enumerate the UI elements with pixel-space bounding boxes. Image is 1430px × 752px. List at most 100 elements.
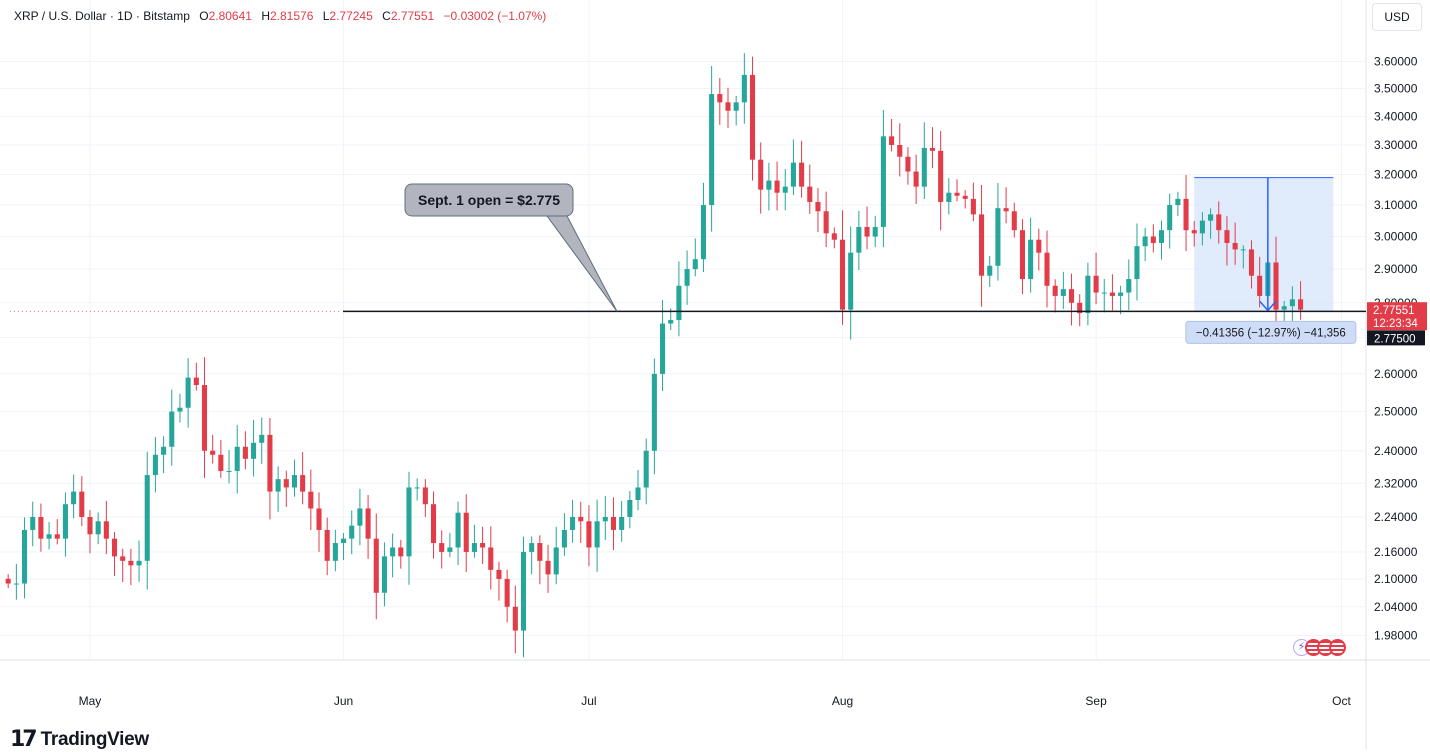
x-tick-label: May [79, 694, 102, 708]
tradingview-logo[interactable]: 17 TradingView [10, 727, 149, 752]
candle-body [602, 516, 608, 522]
tradingview-logo-icon: 17 [10, 727, 38, 752]
candle-body [1191, 230, 1197, 234]
candle-body [430, 504, 437, 544]
low-value: 2.77245 [329, 9, 373, 23]
candle-body [929, 147, 936, 151]
candle-body [422, 487, 428, 505]
symbol-name[interactable]: XRP / U.S. Dollar [14, 9, 107, 23]
candle-body [242, 446, 248, 459]
candle-body [570, 516, 576, 530]
candle-body [5, 578, 11, 584]
candle-body [1150, 236, 1156, 243]
candle-body [1273, 262, 1279, 310]
candle-body [962, 195, 968, 199]
candle-body [1289, 299, 1295, 307]
candle-body [1060, 289, 1066, 296]
candle-body [283, 479, 289, 488]
y-tick-label: 2.04000 [1374, 600, 1418, 614]
candle-body [709, 94, 715, 206]
candle-body [54, 534, 60, 539]
candle-body [676, 285, 682, 321]
candle-body [136, 560, 142, 566]
low-label: L [322, 9, 330, 23]
high-value: 2.81576 [269, 9, 314, 23]
candle-body [839, 239, 846, 310]
close-label: C [382, 9, 391, 23]
candle-body [741, 74, 747, 103]
candle-body [700, 205, 706, 260]
candle-body [234, 446, 240, 471]
candle-body [1216, 214, 1222, 231]
candle-body [177, 407, 183, 412]
candle-body [308, 491, 314, 509]
candle-body [512, 606, 518, 631]
candle-body [480, 543, 486, 548]
us-flag-icon[interactable] [1329, 639, 1346, 656]
candle-body [463, 512, 469, 552]
candle-body [316, 508, 322, 530]
candle-body [938, 150, 944, 202]
candle-body [1134, 246, 1140, 280]
candle-body [1298, 299, 1304, 310]
candle-body [717, 94, 723, 103]
candle-body [365, 508, 371, 539]
candle-body [897, 145, 903, 157]
y-tick-label: 3.50000 [1374, 82, 1418, 96]
y-tick-label: 2.40000 [1374, 444, 1418, 458]
high-label: H [261, 9, 270, 23]
candle-body [553, 547, 559, 575]
candle-body [218, 454, 224, 471]
candle-body [880, 136, 886, 227]
y-tick-label: 2.50000 [1374, 405, 1418, 419]
candle-body [668, 320, 674, 324]
candle-body [1011, 211, 1017, 231]
candle-body [193, 377, 199, 386]
candle-body [913, 171, 919, 187]
candle-countdown: 12:23:34 [1373, 318, 1418, 330]
candle-body [643, 450, 649, 488]
candle-body [71, 491, 77, 505]
candle-body [300, 475, 306, 492]
candle-body [169, 411, 175, 447]
x-tick-label: Aug [832, 694, 853, 708]
candle-body [1044, 252, 1050, 286]
candle-body [95, 521, 101, 535]
candle-body [439, 543, 445, 552]
candle-body [1052, 285, 1058, 296]
candle-body [1068, 289, 1075, 303]
y-tick-label: 2.60000 [1374, 367, 1418, 381]
candle-body [414, 487, 420, 489]
candle-body [537, 543, 543, 561]
candle-body [864, 226, 870, 237]
candle-body [1240, 249, 1246, 251]
candle-body [905, 156, 911, 172]
candle-body [471, 543, 477, 552]
candle-body [488, 547, 494, 570]
candle-body [831, 233, 837, 240]
y-tick-label: 3.30000 [1374, 138, 1418, 152]
currency-button[interactable]: USD [1372, 3, 1422, 31]
measure-label-box [1185, 320, 1357, 344]
candle-body [1183, 198, 1189, 231]
candle-body [561, 529, 567, 548]
candle-body [1208, 214, 1214, 221]
candle-body [799, 162, 805, 187]
interval-label[interactable]: 1D [117, 9, 133, 23]
candle-body [520, 551, 527, 631]
candle-body [1003, 208, 1009, 212]
candle-body [161, 446, 167, 455]
candle-body [782, 186, 788, 193]
economic-events[interactable]: ⚡ [1293, 639, 1346, 656]
y-tick-label: 2.32000 [1374, 476, 1418, 490]
candle-body [201, 385, 208, 451]
candle-body [332, 543, 338, 561]
candle-body [921, 147, 927, 187]
candle-body [1036, 239, 1042, 253]
candle-body [496, 569, 502, 579]
measure-arrow-head [1259, 300, 1277, 312]
candle-body [610, 516, 617, 530]
y-tick-label: 3.60000 [1374, 54, 1418, 68]
